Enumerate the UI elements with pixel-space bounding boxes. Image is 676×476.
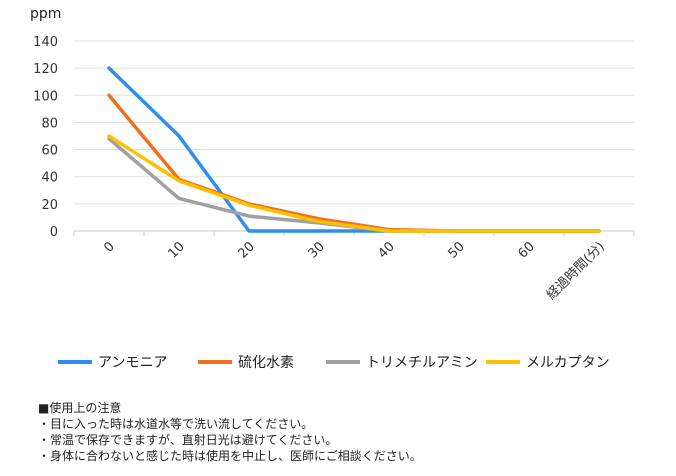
legend-label: メルカプタン [526,355,610,371]
legend-label: トリメチルアミン [366,355,478,371]
x-tick-label: 20 [236,239,258,261]
legend-label: 硫化水素 [238,355,294,371]
series-line [107,93,601,233]
series-line [107,136,601,233]
legend-item-trimethylamine: トリメチルアミン [326,352,478,372]
usage-notes: ■使用上の注意 ・目に入った時は水道水等で洗い流してください。 ・常温で保存でき… [38,400,422,464]
x-tick-label: 0 [101,239,117,255]
y-tick-label: 60 [41,144,58,159]
notes-line: ・身体に合わないと感じた時は使用を中止し、医師にご相談ください。 [38,449,422,463]
y-tick-label: 20 [41,198,58,213]
chart-legend: アンモニア 硫化水素 トリメチルアミン メルカプタン [58,352,658,376]
line-chart: 0 20 40 60 80 100 120 140 0 10 20 30 40 50 60 経過時間(分) [33,35,635,303]
y-tick-label: 80 [41,116,58,131]
notes-line: ・目に入った時は水道水等で洗い流してください。 [38,417,314,431]
x-axis-title: 経過時間(分) [544,239,608,303]
legend-item-hydrogen-sulfide: 硫化水素 [198,352,294,372]
y-axis-unit-label: ppm [30,6,62,22]
x-tick-label: 40 [376,239,398,261]
x-tick-label: 60 [516,239,538,261]
y-tick-label: 40 [41,171,58,186]
legend-swatch [58,360,92,364]
legend-swatch [486,360,520,364]
y-tick-label: 0 [50,225,58,240]
x-tick-label: 50 [446,239,468,261]
series-line [107,134,601,233]
x-tick-label: 10 [166,239,188,261]
legend-item-mercaptan: メルカプタン [486,352,610,372]
x-tick-label: 30 [306,239,328,261]
y-tick-label: 140 [33,35,58,50]
y-tick-label: 100 [33,89,58,104]
legend-swatch [198,360,232,364]
legend-item-ammonia: アンモニア [58,352,167,372]
legend-label: アンモニア [98,355,168,371]
notes-line: ・常温で保存できますが、直射日光は避けてください。 [38,433,338,447]
y-tick-label: 120 [33,62,58,77]
notes-heading: ■使用上の注意 [38,401,122,415]
legend-swatch [326,360,360,364]
